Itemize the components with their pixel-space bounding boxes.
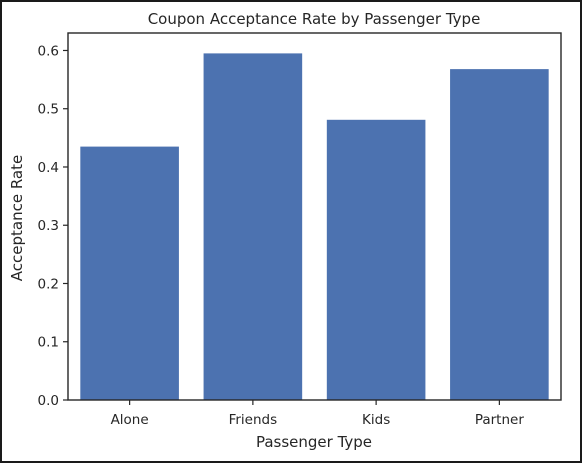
chart-title: Coupon Acceptance Rate by Passenger Type <box>148 10 481 28</box>
y-tick-label: 0.6 <box>38 43 59 59</box>
x-tick-label: Kids <box>362 412 390 428</box>
bar-alone <box>80 146 179 400</box>
x-tick-label: Alone <box>111 412 149 428</box>
y-tick-label: 0.0 <box>38 393 59 409</box>
y-tick-label: 0.1 <box>38 335 59 351</box>
x-tick-label: Friends <box>229 412 278 428</box>
x-axis-label: Passenger Type <box>256 433 372 451</box>
bar-friends <box>203 53 303 400</box>
bar-kids <box>326 119 426 401</box>
y-tick-label: 0.4 <box>38 160 59 176</box>
axes-frame <box>67 32 562 401</box>
y-tick-label: 0.3 <box>38 218 59 234</box>
bar-partner <box>450 69 549 401</box>
y-tick-label: 0.2 <box>38 276 59 292</box>
plot-area: Alone Friends Kids Partner 0.0 0.1 0.2 0.3 0.4 0.… <box>38 32 562 428</box>
y-tick-label: 0.5 <box>38 102 59 118</box>
y-axis-label: Acceptance Rate <box>8 155 26 281</box>
x-tick-label: Partner <box>475 412 525 428</box>
